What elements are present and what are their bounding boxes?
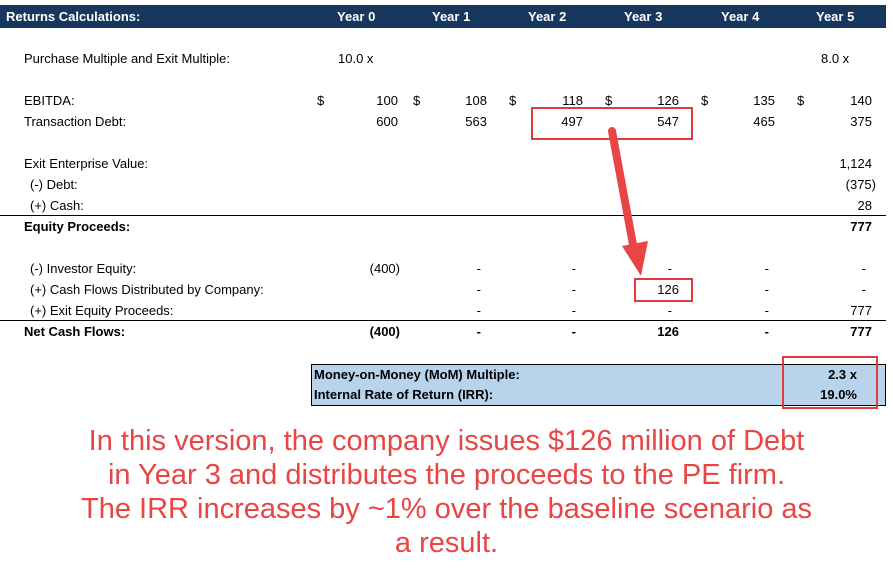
table-row-multiple: Purchase Multiple and Exit Multiple: 10.… xyxy=(0,49,886,69)
row-label: Net Cash Flows: xyxy=(24,324,126,339)
cell-y0: 600 xyxy=(376,114,398,129)
header-year-4: Year 4 xyxy=(721,9,760,24)
row-label: Equity Proceeds: xyxy=(24,219,131,234)
cell-y5: 777 xyxy=(850,324,872,339)
table-row-exit-equity-proceeds: (+) Exit Equity Proceeds: - - - - 777 xyxy=(0,301,886,321)
row-label: Purchase Multiple and Exit Multiple: xyxy=(24,51,230,66)
cell-y1: 108 xyxy=(465,93,487,108)
table-row-less-debt: (-) Debt: (375) xyxy=(0,175,886,195)
cell-y2: - xyxy=(571,282,576,297)
mom-label: Money-on-Money (MoM) Multiple: xyxy=(314,367,520,382)
caption-line-1: In this version, the company issues $126… xyxy=(88,425,805,457)
cell-y4: 465 xyxy=(753,114,775,129)
cell-y2: - xyxy=(571,303,576,318)
returns-summary: Money-on-Money (MoM) Multiple: 2.3 x Int… xyxy=(311,364,886,406)
cell-y1: - xyxy=(476,261,481,276)
returns-table: Returns Calculations: Year 0 Year 1 Year… xyxy=(0,5,886,342)
cell-y4: - xyxy=(764,282,769,297)
dollar-sign: $ xyxy=(605,93,613,108)
row-label: (+) Cash: xyxy=(30,198,84,213)
table-row-equity-proceeds: Equity Proceeds: 777 xyxy=(0,217,886,237)
table-row-net-cash-flows: Net Cash Flows: (400) - - 126 - 777 xyxy=(0,322,886,342)
dollar-sign: $ xyxy=(317,93,325,108)
table-row-investor-equity: (-) Investor Equity: (400) - - - - - xyxy=(0,259,886,279)
cell-y2: - xyxy=(571,261,576,276)
explanation-caption: In this version, the company issues $126… xyxy=(0,424,893,560)
table-row-plus-cash: (+) Cash: 28 xyxy=(0,196,886,216)
table-header: Returns Calculations: Year 0 Year 1 Year… xyxy=(0,5,886,28)
cell-y5: 8.0 x xyxy=(821,51,850,66)
cell-y5: 1,124 xyxy=(839,156,872,171)
table-row-ebitda: EBITDA: $ 100 $ 108 $ 118 $ 126 $ 135 $ … xyxy=(0,91,886,111)
row-label: (+) Exit Equity Proceeds: xyxy=(30,303,174,318)
row-divider xyxy=(0,215,886,216)
cell-y5: - xyxy=(861,261,866,276)
caption-line-3: The IRR increases by ~1% over the baseli… xyxy=(80,493,813,525)
header-year-1: Year 1 xyxy=(432,9,471,24)
row-label: Exit Enterprise Value: xyxy=(24,156,149,171)
summary-row-irr: Internal Rate of Return (IRR): 19.0% xyxy=(312,385,885,405)
cell-y3: - xyxy=(667,303,672,318)
header-title: Returns Calculations: xyxy=(6,9,141,24)
row-label: (-) Investor Equity: xyxy=(30,261,137,276)
cell-y0: (400) xyxy=(369,324,400,339)
cell-y0: (400) xyxy=(369,261,400,276)
cell-y5: 28 xyxy=(857,198,872,213)
cell-y1: - xyxy=(476,282,481,297)
irr-value: 19.0% xyxy=(820,387,857,402)
cell-y5: 375 xyxy=(850,114,872,129)
table-row-exit-ev: Exit Enterprise Value: 1,124 xyxy=(0,154,886,174)
header-year-2: Year 2 xyxy=(528,9,567,24)
cell-y5: 140 xyxy=(850,93,872,108)
dollar-sign: $ xyxy=(797,93,805,108)
caption-line-4: a result. xyxy=(394,527,499,559)
cell-y0: 10.0 x xyxy=(338,51,374,66)
cell-y5: (375) xyxy=(845,177,876,192)
cell-y3: 126 xyxy=(657,324,679,339)
header-year-3: Year 3 xyxy=(624,9,663,24)
cell-y4: 135 xyxy=(753,93,775,108)
cell-y3: 547 xyxy=(657,114,679,129)
cell-y5: 777 xyxy=(850,219,872,234)
row-label: Transaction Debt: xyxy=(24,114,127,129)
cell-y3: 126 xyxy=(657,93,679,108)
cell-y3: 126 xyxy=(657,282,679,297)
header-year-0: Year 0 xyxy=(337,9,376,24)
highlight-box-returns xyxy=(782,356,878,409)
caption-line-2: in Year 3 and distributes the proceeds t… xyxy=(107,459,786,491)
table-row-transaction-debt: Transaction Debt: 600 563 497 547 465 37… xyxy=(0,112,886,132)
mom-value: 2.3 x xyxy=(828,367,857,382)
cell-y1: - xyxy=(476,303,481,318)
header-year-5: Year 5 xyxy=(816,9,855,24)
cell-y5: - xyxy=(861,282,866,297)
table-row-cash-flows-distributed: (+) Cash Flows Distributed by Company: -… xyxy=(0,280,886,300)
irr-label: Internal Rate of Return (IRR): xyxy=(314,387,494,402)
row-label: EBITDA: xyxy=(24,93,75,108)
cell-y1: - xyxy=(476,324,481,339)
cell-y2: 497 xyxy=(561,114,583,129)
summary-row-mom: Money-on-Money (MoM) Multiple: 2.3 x xyxy=(312,365,885,385)
row-label: (+) Cash Flows Distributed by Company: xyxy=(30,282,264,297)
dollar-sign: $ xyxy=(509,93,517,108)
cell-y2: - xyxy=(571,324,576,339)
dollar-sign: $ xyxy=(413,93,421,108)
cell-y0: 100 xyxy=(376,93,398,108)
cell-y4: - xyxy=(764,261,769,276)
cell-y5: 777 xyxy=(850,303,872,318)
cell-y1: 563 xyxy=(465,114,487,129)
highlight-box-distribution xyxy=(634,278,693,302)
cell-y4: - xyxy=(764,303,769,318)
dollar-sign: $ xyxy=(701,93,709,108)
row-divider xyxy=(0,320,886,321)
cell-y4: - xyxy=(764,324,769,339)
cell-y3: - xyxy=(667,261,672,276)
cell-y2: 118 xyxy=(562,93,583,108)
row-label: (-) Debt: xyxy=(30,177,78,192)
